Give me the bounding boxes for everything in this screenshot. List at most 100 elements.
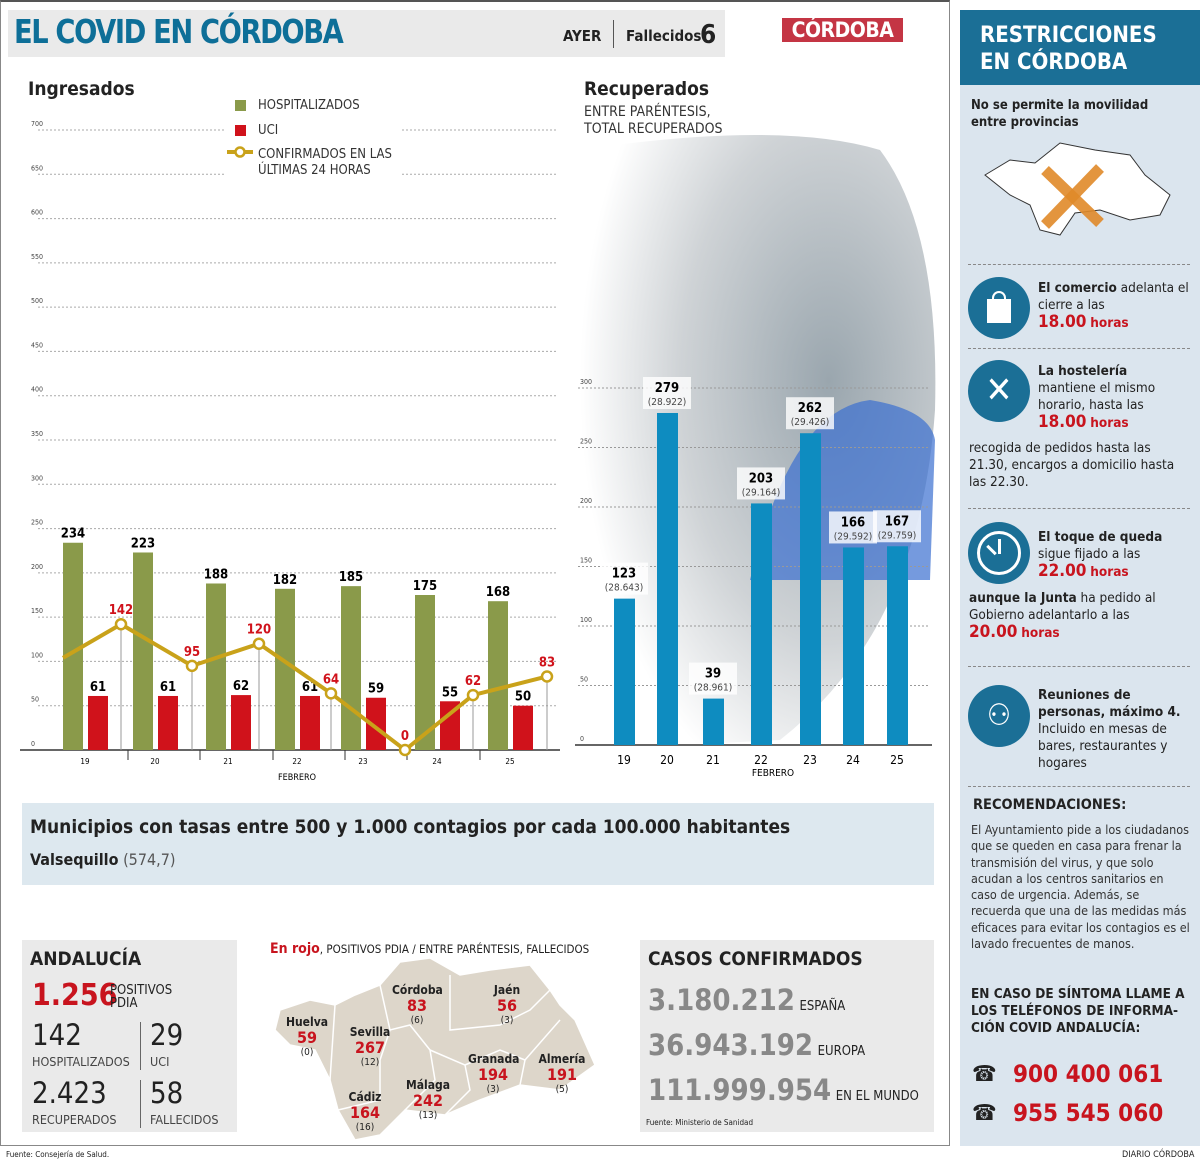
andalucia-crossed-map-icon (984, 142, 1171, 236)
bar-hospitalizados (275, 588, 295, 750)
label-confirmados: 120 (247, 623, 271, 638)
legend-uci: UCI (258, 123, 279, 138)
label-uci: 55 (442, 685, 458, 700)
label-confirmados: 142 (109, 603, 133, 618)
casos-row: 36.943.192 EUROPA (648, 1028, 865, 1062)
point-confirmados (540, 670, 554, 683)
x-tick-label: 22 (292, 757, 301, 766)
label-confirmados: 62 (465, 674, 481, 689)
bar-uci (513, 705, 533, 750)
legend-swatch-hospitalizados (235, 100, 246, 111)
comercio-hour: 18.00 (1038, 312, 1087, 332)
uci-value: 29 (150, 1018, 184, 1052)
label-uci: 50 (515, 690, 531, 705)
andalucia-title: ANDALUCÍA (30, 948, 142, 970)
positivos-value: 1.256 (32, 978, 118, 1013)
label-total: (29.164) (742, 487, 781, 498)
recuperados-title: Recuperados (584, 78, 710, 100)
y-tick-label: 50 (580, 676, 588, 684)
divider (140, 1022, 141, 1070)
label-confirmados: 64 (323, 672, 339, 687)
label-confirmados: 83 (539, 655, 555, 670)
label-recuperados: 203 (749, 471, 773, 486)
point-confirmados (324, 687, 338, 700)
label-total: (28.961) (694, 683, 733, 694)
bar-recuperados (703, 698, 724, 745)
label-bg (786, 397, 834, 430)
label-recuperados: 262 (798, 401, 822, 416)
hosteleria-desc: mantiene el mismo horario, hasta las (1038, 380, 1156, 413)
x-tick-label: 21 (706, 753, 720, 767)
phone-icon: ☎ (972, 1062, 997, 1087)
y-tick-label: 250 (580, 438, 592, 446)
logo: CÓRDOBA (782, 18, 903, 42)
label-total: (29.759) (878, 530, 917, 541)
bar-uci (300, 695, 320, 750)
label-total: (28.922) (648, 397, 687, 408)
positivos-label-1: POSITIVOS (110, 983, 173, 998)
toque-bold: El toque de queda (1038, 529, 1163, 545)
x-tick-label: 24 (846, 753, 860, 767)
hosteleria-extra: recogida de pedidos hasta las 21.30, enc… (969, 440, 1175, 490)
legend-swatch-uci (235, 125, 246, 136)
x-tick-label: 25 (505, 757, 514, 766)
province-positivos: 194 (477, 1065, 509, 1084)
province-2: Córdoba 83 (6) (392, 983, 443, 1028)
horas-label: horas (1090, 564, 1129, 580)
divider (613, 20, 614, 48)
province-name: Málaga (405, 1078, 451, 1092)
label-recuperados: 279 (655, 381, 679, 396)
movilidad-text: No se permite la movilidad entre provinc… (971, 98, 1149, 130)
hospitalizados-label: HOSPITALIZADOS (32, 1054, 130, 1069)
line-confirmados (61, 621, 548, 753)
province-fallecidos: (6) (410, 1015, 424, 1026)
fallecidos-value: 6 (700, 20, 717, 50)
shopping-bag-icon (968, 277, 1030, 339)
point-confirmados (252, 637, 266, 650)
toque-hour: 22.00 (1038, 561, 1087, 581)
comercio-text: El comercio adelanta el cierre a las 18.0… (1038, 280, 1196, 332)
bar-hospitalizados (488, 601, 508, 750)
horas-label: horas (1021, 625, 1060, 641)
casos-value: 36.943.192 (648, 1028, 814, 1062)
y-tick-label: 150 (31, 607, 43, 615)
map-legend-text: , POSITIVOS PDIA / ENTRE PARÉNTESIS, FAL… (319, 942, 590, 956)
x-tick-label: 25 (890, 753, 904, 767)
x-tick-label: 21 (223, 757, 232, 766)
x-axis-label: FEBRERO (752, 768, 794, 779)
province-name: Huelva (285, 1015, 329, 1029)
province-7: Cádiz 164 (16) (340, 1090, 390, 1135)
y-tick-label: 250 (31, 519, 43, 527)
casos-label: EUROPA (817, 1044, 866, 1059)
province-name: Sevilla (349, 1025, 391, 1039)
y-tick-label: 200 (31, 563, 43, 571)
recuperados-label: RECUPERADOS (32, 1112, 117, 1127)
province-positivos: 59 (296, 1028, 318, 1047)
point-confirmados (466, 688, 480, 702)
telefono-2[interactable]: 955 545 060 (1013, 1099, 1164, 1127)
bar-recuperados (843, 547, 864, 745)
point-confirmados (398, 743, 412, 757)
x-tick-label: 23 (358, 757, 367, 766)
label-total: (29.426) (791, 417, 830, 428)
divider (968, 786, 1190, 787)
point-confirmados (114, 617, 128, 631)
positivos-label-2: PDIA (110, 996, 138, 1011)
legend: HOSPITALIZADOS UCI CONFIRMADOS EN LAS ÚL… (225, 92, 400, 182)
province-fallecidos: (3) (500, 1015, 514, 1026)
bar-hospitalizados (415, 595, 435, 750)
bar-uci (88, 695, 108, 750)
map-legend-red: En rojo (270, 941, 320, 957)
province-positivos: 267 (354, 1038, 386, 1057)
province-name: Granada (468, 1052, 520, 1066)
recomendaciones-text: El Ayuntamiento pide a los ciudadanos qu… (971, 822, 1190, 952)
x-tick-label: 19 (80, 757, 90, 766)
y-tick-label: 700 (31, 120, 43, 128)
label-bg (600, 562, 648, 595)
label-bg (873, 510, 921, 543)
x-tick-label: 24 (432, 757, 442, 766)
fallecidos-label: Fallecidos (626, 27, 702, 45)
telefono-1[interactable]: 900 400 061 (1013, 1060, 1164, 1088)
map-legend: En rojo, POSITIVOS PDIA / ENTRE PARÉNTES… (270, 941, 589, 957)
junta-text: aunque la Junta ha pedido al Gobierno ad… (969, 590, 1191, 642)
